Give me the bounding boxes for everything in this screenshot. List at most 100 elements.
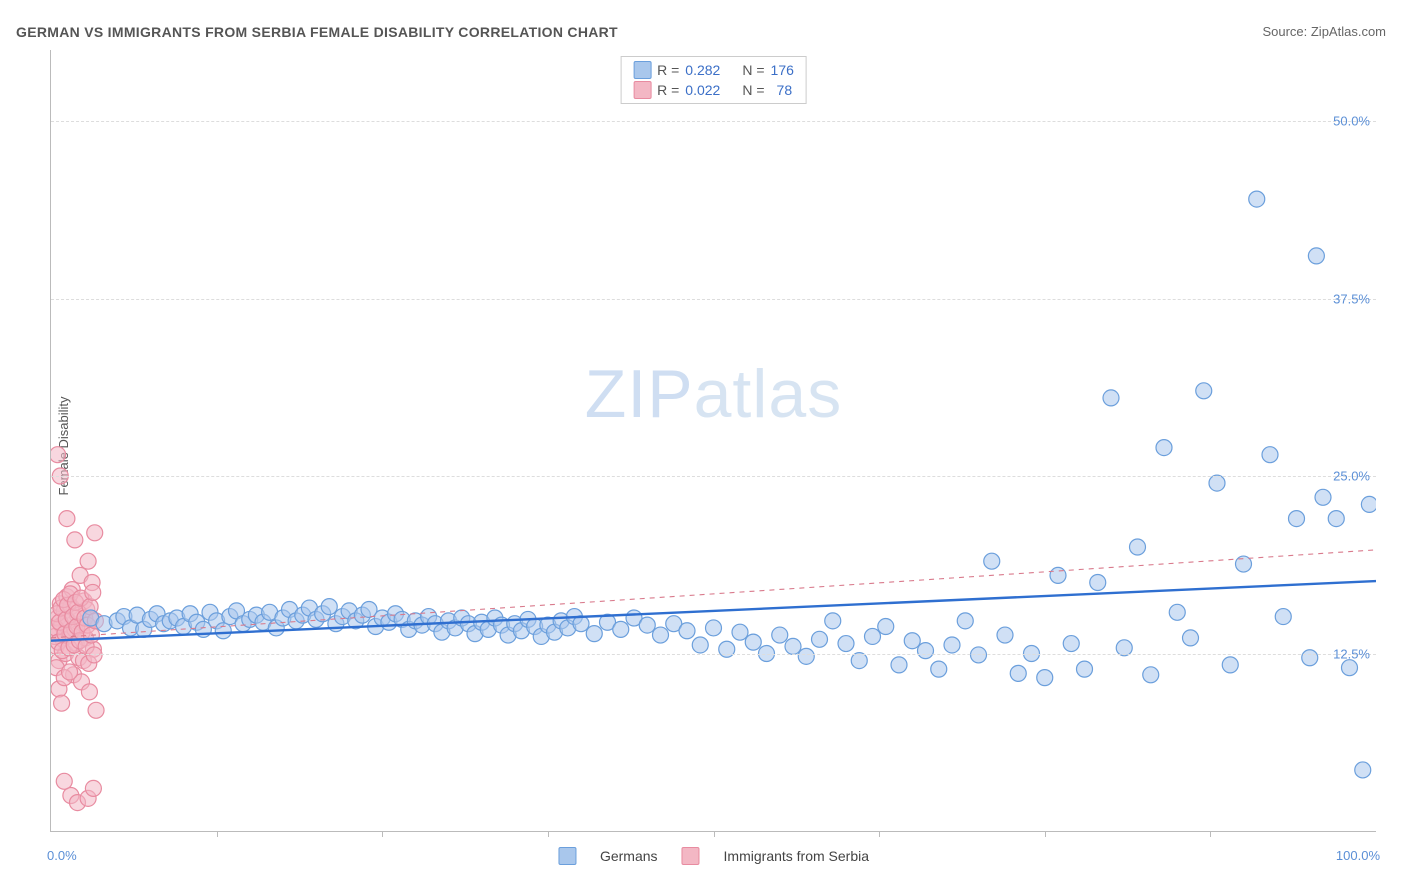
y-tick-label: 12.5% [1333, 646, 1370, 661]
scatter-point [931, 661, 947, 677]
swatch-serbia-bottom [682, 847, 700, 865]
scatter-point [81, 684, 97, 700]
scatter-point [1143, 667, 1159, 683]
scatter-point [321, 599, 337, 615]
scatter-point [1037, 670, 1053, 686]
series-legend: Germans Immigrants from Serbia [558, 847, 869, 865]
scatter-point [67, 532, 83, 548]
r-label: R = [657, 82, 679, 98]
x-tick-mark [879, 831, 880, 837]
scatter-point [944, 637, 960, 653]
scatter-point [59, 511, 75, 527]
scatter-point [679, 623, 695, 639]
swatch-germans-bottom [558, 847, 576, 865]
scatter-point [706, 620, 722, 636]
scatter-point [825, 613, 841, 629]
gridline-h [51, 299, 1376, 300]
n-value-germans: 176 [771, 62, 794, 78]
scatter-point [1308, 248, 1324, 264]
scatter-point [1361, 496, 1376, 512]
scatter-point [798, 648, 814, 664]
x-tick-mark [1045, 831, 1046, 837]
x-tick-mark [217, 831, 218, 837]
scatter-point [957, 613, 973, 629]
scatter-point [918, 643, 934, 659]
legend-row-germans: R = 0.282 N = 176 [633, 61, 794, 79]
x-tick-mark [382, 831, 383, 837]
scatter-point [1275, 609, 1291, 625]
scatter-point [745, 634, 761, 650]
n-label: N = [742, 62, 764, 78]
n-value-serbia: 78 [771, 82, 793, 98]
x-tick-mark [714, 831, 715, 837]
n-label: N = [742, 82, 764, 98]
scatter-point [732, 624, 748, 640]
scatter-point [1315, 489, 1331, 505]
scatter-point [1063, 636, 1079, 652]
r-value-serbia: 0.022 [685, 82, 720, 98]
scatter-point [85, 584, 101, 600]
scatter-point [851, 653, 867, 669]
scatter-point [1103, 390, 1119, 406]
scatter-point [54, 695, 70, 711]
scatter-point [215, 623, 231, 639]
scatter-point [984, 553, 1000, 569]
chart-plot-area: ZIPatlas R = 0.282 N = 176 R = 0.022 N =… [50, 50, 1376, 832]
legend-label-serbia: Immigrants from Serbia [724, 848, 869, 864]
scatter-point [1183, 630, 1199, 646]
scatter-point [772, 627, 788, 643]
scatter-point [1077, 661, 1093, 677]
x-axis-min-label: 0.0% [47, 848, 77, 863]
r-label: R = [657, 62, 679, 78]
scatter-point [613, 621, 629, 637]
scatter-point [1328, 511, 1344, 527]
scatter-point [812, 631, 828, 647]
source-attribution: Source: ZipAtlas.com [1262, 24, 1386, 39]
scatter-point [1169, 604, 1185, 620]
scatter-point [1249, 191, 1265, 207]
y-tick-label: 25.0% [1333, 469, 1370, 484]
scatter-point [88, 702, 104, 718]
legend-row-serbia: R = 0.022 N = 78 [633, 81, 794, 99]
scatter-point [1050, 567, 1066, 583]
scatter-point [51, 447, 66, 463]
scatter-point [838, 636, 854, 652]
gridline-h [51, 654, 1376, 655]
scatter-point [1156, 440, 1172, 456]
scatter-point [87, 525, 103, 541]
scatter-svg [51, 50, 1376, 831]
scatter-point [878, 619, 894, 635]
legend-label-germans: Germans [600, 848, 658, 864]
scatter-point [865, 628, 881, 644]
chart-title: GERMAN VS IMMIGRANTS FROM SERBIA FEMALE … [16, 24, 618, 40]
scatter-point [1209, 475, 1225, 491]
x-axis-max-label: 100.0% [1336, 848, 1380, 863]
scatter-point [1196, 383, 1212, 399]
scatter-point [997, 627, 1013, 643]
scatter-point [971, 647, 987, 663]
scatter-point [56, 773, 72, 789]
scatter-point [1090, 575, 1106, 591]
gridline-h [51, 476, 1376, 477]
swatch-germans [633, 61, 651, 79]
x-tick-mark [1210, 831, 1211, 837]
scatter-point [1010, 665, 1026, 681]
scatter-point [86, 647, 102, 663]
scatter-point [1289, 511, 1305, 527]
scatter-point [904, 633, 920, 649]
scatter-point [1302, 650, 1318, 666]
gridline-h [51, 121, 1376, 122]
scatter-point [1262, 447, 1278, 463]
correlation-legend: R = 0.282 N = 176 R = 0.022 N = 78 [620, 56, 807, 104]
y-tick-label: 37.5% [1333, 291, 1370, 306]
scatter-point [586, 626, 602, 642]
scatter-point [719, 641, 735, 657]
y-tick-label: 50.0% [1333, 114, 1370, 129]
scatter-point [1342, 660, 1358, 676]
scatter-point [785, 638, 801, 654]
scatter-point [891, 657, 907, 673]
swatch-serbia [633, 81, 651, 99]
scatter-point [653, 627, 669, 643]
scatter-point [639, 617, 655, 633]
scatter-point [1355, 762, 1371, 778]
